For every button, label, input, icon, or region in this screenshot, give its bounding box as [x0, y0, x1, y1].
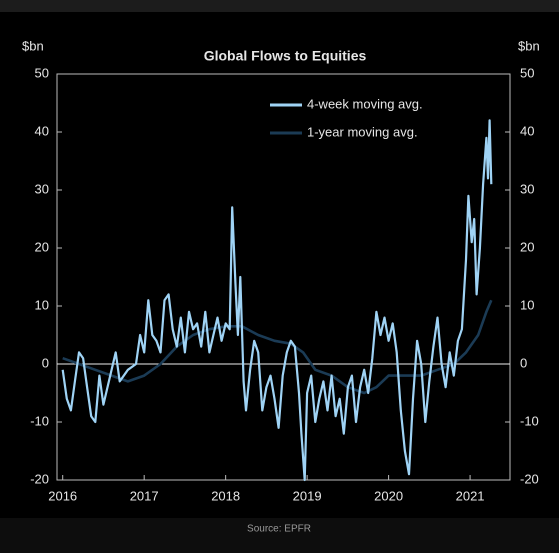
series-line [61, 119, 493, 482]
y2-tick-label: 10 [520, 297, 534, 312]
y-tick-label: -20 [30, 471, 49, 486]
y2-tick-label: 40 [520, 123, 534, 138]
legend-label: 1-year moving avg. [307, 124, 418, 139]
source: Source: EPFR [247, 524, 311, 535]
y-tick-label: 0 [42, 355, 49, 370]
top-band [0, 0, 559, 12]
y-tick-label: -10 [30, 413, 49, 428]
y2-tick-label: 0 [520, 355, 527, 370]
y2-axis-label: $bn [518, 38, 540, 53]
legend-label: 4-week moving avg. [307, 96, 423, 111]
x-tick-label: 2019 [293, 488, 322, 503]
y-tick-label: 40 [35, 123, 49, 138]
y2-tick-label: 30 [520, 181, 534, 196]
x-tick-label: 2021 [456, 488, 485, 503]
footer [0, 518, 559, 553]
x-tick-label: 2017 [130, 488, 159, 503]
y2-tick-label: -10 [520, 413, 539, 428]
y2-tick-label: 20 [520, 239, 534, 254]
y-tick-label: 50 [35, 65, 49, 80]
plot-frame [56, 73, 511, 481]
y-tick-label: 30 [35, 181, 49, 196]
x-tick-label: 2016 [48, 488, 77, 503]
y2-tick-label: 50 [520, 65, 534, 80]
series-line [62, 299, 493, 395]
y-axis-label: $bn [22, 38, 44, 53]
x-tick-label: 2020 [374, 488, 403, 503]
y-tick-label: 20 [35, 239, 49, 254]
y-tick-label: 10 [35, 297, 49, 312]
chart-title: Global Flows to Equities [204, 48, 367, 64]
y2-tick-label: -20 [520, 471, 539, 486]
x-tick-label: 2018 [211, 488, 240, 503]
